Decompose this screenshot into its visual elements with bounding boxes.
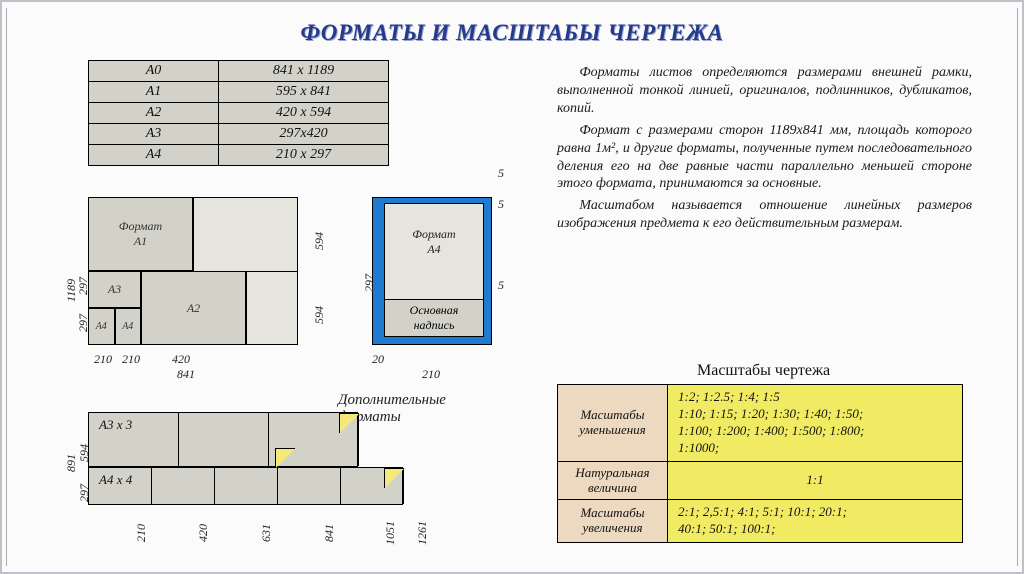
dim-label: 841 [177, 367, 195, 382]
dim-label: 5 [498, 197, 504, 212]
dim-label: 631 [259, 524, 274, 542]
table-row: Натуральная величина 1:1 [558, 461, 963, 500]
stamp-box: Основная надпись [384, 299, 484, 337]
dim-label: 594 [312, 232, 327, 250]
dim-label: 841 [322, 524, 337, 542]
paragraph: Форматы листов определяются размерами вн… [557, 64, 972, 118]
dim-label: 20 [372, 352, 384, 367]
format-size: 841 х 1189 [219, 61, 389, 82]
dim-label: 297 [77, 484, 92, 502]
page-title: ФОРМАТЫ И МАСШТАБЫ ЧЕРТЕЖА [2, 20, 1022, 46]
a4x4-label: А4 х 4 [99, 472, 132, 488]
dim-label: 210 [422, 367, 440, 382]
format-name: А0 [89, 61, 219, 82]
table-row: Масштабы уменьшения 1:2; 1:2.5; 1:4; 1:5… [558, 385, 963, 462]
format-name: А4 [89, 145, 219, 166]
scale-label: Масштабы уменьшения [558, 385, 668, 462]
dim-label: 297 [76, 314, 91, 332]
a4-box: А4 [88, 308, 115, 345]
format-size: 595 х 841 [219, 82, 389, 103]
format-size: 297х420 [219, 124, 389, 145]
a1-box: Формат А1 [88, 197, 193, 271]
a4-box: А4 [115, 308, 142, 345]
format-name: А3 [89, 124, 219, 145]
dim-label: 297 [76, 277, 91, 295]
dim-label: 594 [312, 306, 327, 324]
format-size: 210 х 297 [219, 145, 389, 166]
dim-label: 1261 [415, 521, 430, 545]
format-size: 420 х 594 [219, 103, 389, 124]
dim-label: 1051 [383, 521, 398, 545]
dim-label: 210 [94, 352, 112, 367]
dim-label: 420 [196, 524, 211, 542]
table-row: А2 420 х 594 [89, 103, 389, 124]
table-row: А3 297х420 [89, 124, 389, 145]
table-row: А0 841 х 1189 [89, 61, 389, 82]
format-name: А2 [89, 103, 219, 124]
paragraph: Масштабом называется отношение линейных … [557, 197, 972, 233]
scale-values: 1:1 [668, 461, 963, 500]
table-row: А1 595 х 841 [89, 82, 389, 103]
scale-values: 1:2; 1:2.5; 1:4; 1:5 1:10; 1:15; 1:20; 1… [668, 385, 963, 462]
table-row: Масштабы увеличения 2:1; 2,5:1; 4:1; 5:1… [558, 500, 963, 543]
dim-label: 210 [122, 352, 140, 367]
dim-label: 297 [362, 274, 377, 292]
a3x3-label: А3 х 3 [99, 417, 132, 433]
scale-values: 2:1; 2,5:1; 4:1; 5:1; 10:1; 20:1; 40:1; … [668, 500, 963, 543]
a4-frame-diagram: Формат А4 Основная надпись [372, 197, 492, 352]
dim-label: 594 [77, 444, 92, 462]
dim-label: 5 [498, 278, 504, 293]
scale-label: Натуральная величина [558, 461, 668, 500]
table-row: А4 210 х 297 [89, 145, 389, 166]
a4-label: Формат А4 [390, 227, 478, 257]
format-name: А1 [89, 82, 219, 103]
scales-title: Масштабы чертежа [697, 362, 830, 380]
a0-subdivision-diagram: Формат А1 А2 А3 А4 А4 [88, 197, 298, 352]
a3-box: А3 [88, 271, 141, 308]
dim-label: 5 [498, 166, 504, 181]
scales-table: Масштабы уменьшения 1:2; 1:2.5; 1:4; 1:5… [557, 384, 963, 543]
paragraph: Формат с размерами сторон 1189х841 мм, п… [557, 122, 972, 194]
scale-label: Масштабы увеличения [558, 500, 668, 543]
formats-table: А0 841 х 1189 А1 595 х 841 А2 420 х 594 … [88, 60, 389, 166]
a2-box: А2 [141, 271, 246, 345]
description-block: Форматы листов определяются размерами вн… [557, 64, 972, 237]
dim-label: 210 [134, 524, 149, 542]
